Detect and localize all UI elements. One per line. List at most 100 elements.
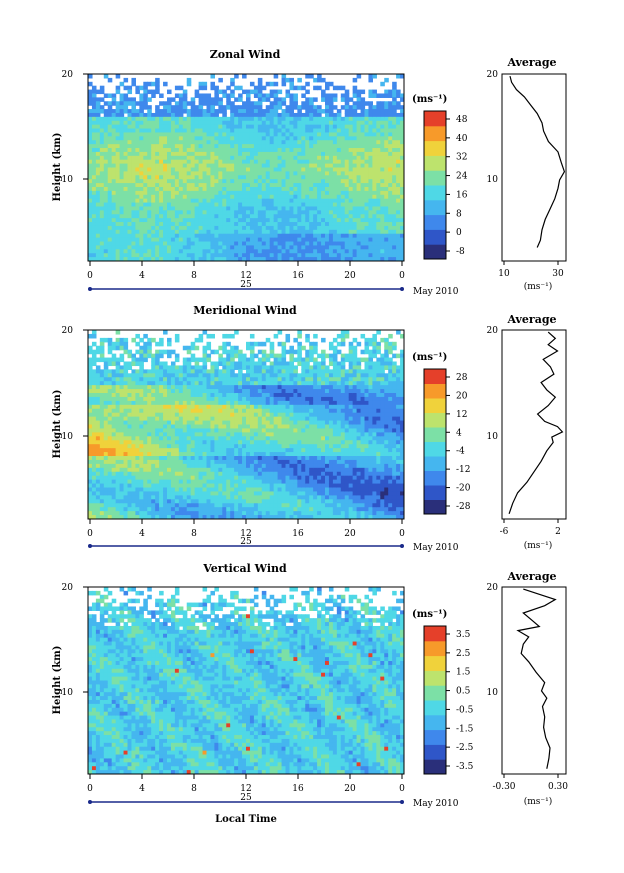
heatmap-cell [119, 337, 125, 343]
heatmap-cell [170, 467, 176, 473]
heatmap-cell [352, 175, 358, 180]
heatmap-cell [127, 218, 133, 223]
heatmap-cell [91, 222, 97, 227]
heatmap-cell [352, 218, 358, 223]
heatmap-cell [123, 179, 129, 184]
heatmap-cell [159, 171, 164, 176]
heatmap-cell [384, 225, 389, 231]
heatmap-cell [167, 408, 172, 414]
heatmap-cell [167, 452, 172, 457]
heatmap-cell [289, 136, 294, 141]
heatmap-cell [88, 144, 93, 149]
heatmap-cell [226, 214, 231, 219]
heatmap-cell [190, 471, 196, 477]
heatmap-cell [182, 495, 188, 500]
heatmap-cell [253, 206, 259, 211]
heatmap-cell [95, 97, 101, 102]
heatmap-cell [238, 210, 243, 215]
heatmap-cell [301, 124, 306, 130]
heatmap-cell [309, 120, 314, 126]
heatmap-cell [269, 171, 275, 176]
panel-meridional: Meridional Wind 0 4 8 12 16 20 0 20 10 Height … [52, 304, 567, 553]
heatmap-cell [400, 151, 404, 157]
heatmap-cell [230, 136, 235, 141]
heatmap-cell [198, 241, 204, 247]
heatmap-cell [368, 237, 373, 243]
heatmap-cell [178, 163, 184, 169]
heatmap-cell [190, 136, 196, 141]
heatmap-cell [99, 448, 105, 453]
heatmap-cell [305, 74, 310, 79]
heatmap-cell [305, 124, 310, 130]
heatmap-cell [281, 229, 287, 235]
heatmap-cell [135, 253, 140, 258]
heatmap-cell [332, 233, 338, 239]
heatmap-cell [384, 241, 389, 247]
heatmap-cell [198, 253, 204, 258]
heatmap-cell [261, 109, 267, 114]
heatmap-cell [328, 175, 334, 180]
heatmap-cell [372, 222, 377, 227]
heatmap-cell [360, 233, 366, 239]
heatmap-cell [111, 136, 117, 141]
heatmap-cell [88, 237, 93, 243]
heatmap-cell [167, 428, 172, 433]
heatmap-cell [226, 245, 231, 250]
heatmap-cell [91, 475, 97, 481]
y-tick-20: 20 [62, 70, 74, 80]
heatmap-cell [234, 97, 239, 102]
heatmap-cell [99, 385, 105, 390]
heatmap-cell [194, 128, 200, 134]
heatmap-cell [147, 396, 152, 402]
heatmap-cell [111, 132, 117, 137]
heatmap-cell [194, 214, 200, 219]
heatmap-cell [151, 452, 156, 457]
heatmap-cell [317, 190, 322, 196]
heatmap-cell [253, 179, 259, 184]
heatmap-cell [107, 210, 113, 215]
heatmap-cell [317, 112, 322, 118]
heatmap-cell [289, 233, 294, 239]
heatmap-cell [155, 218, 160, 223]
heatmap-cell [182, 222, 188, 227]
heatmap-cell [186, 491, 192, 496]
heatmap-cell [135, 237, 140, 243]
heatmap-cell [352, 249, 358, 254]
heatmap-cell [107, 159, 113, 165]
heatmap-cell [273, 171, 279, 176]
heatmap-cell [269, 93, 275, 98]
heatmap-cell [198, 85, 204, 91]
heatmap-cell [178, 503, 184, 508]
heatmap-cell [99, 373, 105, 378]
heatmap-cell [131, 105, 136, 110]
heatmap-cell [198, 194, 204, 200]
heatmap-cell [99, 144, 105, 149]
heatmap-cell [269, 101, 275, 106]
heatmap-cell [281, 214, 287, 219]
heatmap-cell [222, 245, 227, 250]
heatmap-cell [123, 491, 129, 496]
heatmap-cell [147, 116, 152, 122]
heatmap-cell [198, 444, 204, 449]
heatmap-cell [131, 487, 136, 493]
heatmap-cell [285, 198, 291, 204]
heatmap-cell [178, 456, 184, 461]
heatmap-cell [190, 448, 196, 453]
heatmap-cell [344, 222, 350, 227]
heatmap-cell [352, 237, 358, 243]
heatmap-cell [115, 167, 121, 172]
heatmap-cell [214, 159, 219, 165]
heatmap-cell [305, 194, 310, 200]
heatmap-cell [119, 179, 125, 184]
heatmap-cell [352, 202, 358, 208]
heatmap-cell [226, 249, 231, 254]
heatmap-cell [88, 128, 93, 134]
heatmap-cell [301, 151, 306, 157]
heatmap-cell [127, 148, 133, 153]
heatmap-cell [218, 249, 223, 254]
heatmap-cell [190, 237, 196, 243]
heatmap-cell [238, 93, 243, 98]
heatmap-cell [234, 249, 239, 254]
heatmap-cell [352, 101, 358, 106]
heatmap-cell [317, 245, 322, 250]
